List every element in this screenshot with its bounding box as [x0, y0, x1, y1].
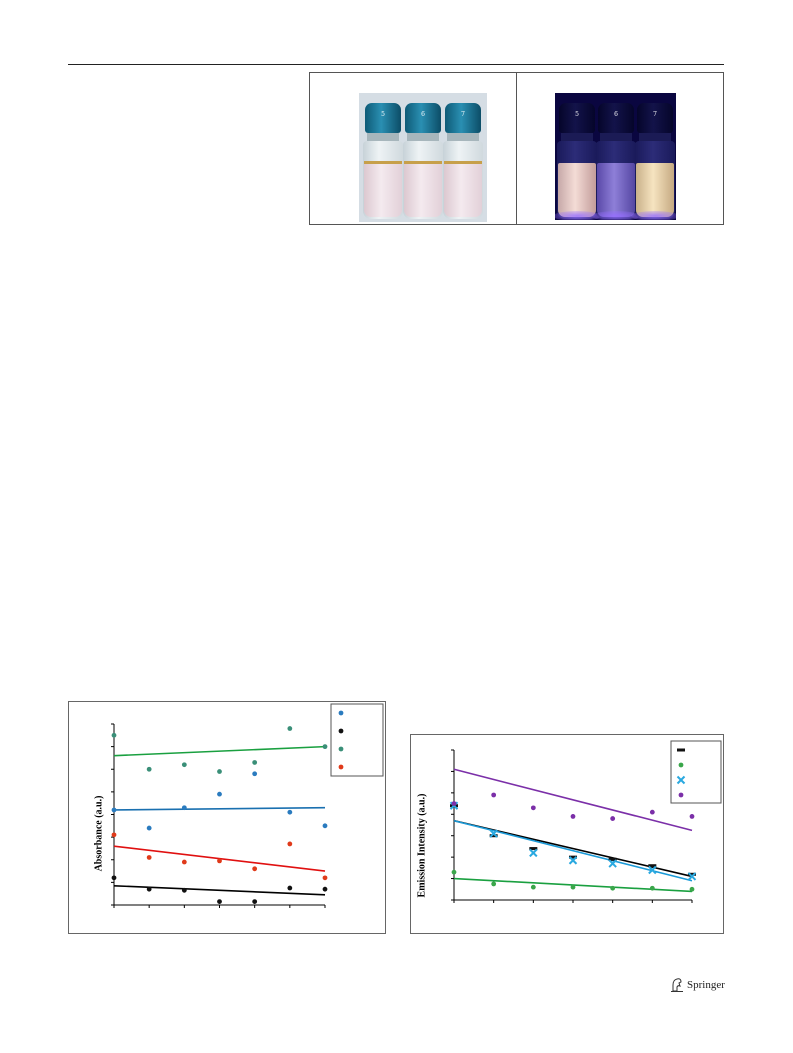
trendline-series-3 — [113, 745, 326, 757]
uv-vials-photo: 5 6 7 — [555, 93, 676, 220]
data-point-series-2 — [146, 886, 152, 892]
vial-5-daylight: 5 — [363, 103, 403, 219]
data-point-series-3 — [181, 762, 187, 768]
data-point-series-1 — [688, 872, 696, 876]
data-point-series-4 — [530, 805, 536, 811]
legend-symbol-series-4 — [678, 792, 684, 798]
vial-label: 5 — [575, 111, 579, 118]
data-point-series-1 — [569, 855, 577, 859]
data-point-series-1 — [648, 864, 657, 868]
vial-6-daylight: 6 — [403, 103, 443, 219]
data-point-series-3 — [489, 829, 498, 838]
data-point-series-4 — [217, 858, 222, 864]
data-point-series-2 — [649, 885, 655, 891]
data-point-series-3 — [111, 732, 117, 738]
emission-y-axis-label: Emission Intensity (a.u.) — [416, 793, 428, 898]
data-point-series-2 — [689, 886, 695, 892]
legend-symbol-series-3 — [676, 775, 686, 785]
data-point-series-3 — [146, 766, 152, 772]
data-point-series-1 — [252, 771, 258, 777]
legend-symbol-series-1 — [338, 710, 344, 716]
legend — [330, 703, 384, 777]
legend-symbol-series-2 — [678, 762, 684, 768]
data-point-series-4 — [451, 801, 457, 806]
vial-label: 6 — [421, 111, 425, 118]
data-point-series-2 — [111, 875, 117, 881]
data-point-series-4 — [689, 814, 695, 819]
absorbance-y-axis-label: Absorbance (a.u.) — [93, 795, 105, 872]
data-point-series-4 — [570, 814, 576, 819]
data-point-series-2 — [287, 885, 293, 891]
data-point-series-3 — [648, 865, 657, 875]
trendline-series-4 — [453, 768, 693, 832]
trendline-series-1 — [113, 806, 326, 811]
data-point-series-4 — [146, 855, 152, 860]
data-point-series-2 — [451, 869, 457, 875]
data-point-series-4 — [649, 809, 655, 815]
emission-plot — [449, 740, 722, 903]
vial-6-uv: 6 — [592, 103, 640, 220]
vial-label: 7 — [653, 111, 657, 118]
vial-label: 6 — [614, 111, 618, 118]
springer-logo: Springer — [670, 975, 725, 995]
data-point-series-1 — [322, 823, 328, 829]
daylight-vials-photo: 5 6 7 — [359, 93, 487, 222]
data-point-series-2 — [530, 884, 536, 890]
data-point-series-2 — [217, 899, 222, 905]
header-rule — [68, 64, 724, 65]
data-point-series-3 — [252, 760, 258, 765]
data-point-series-2 — [610, 885, 616, 891]
data-point-series-3 — [608, 859, 617, 868]
vial-5-uv: 5 — [555, 103, 601, 220]
data-point-series-1 — [111, 807, 117, 813]
vial-label: 7 — [461, 111, 465, 118]
absorbance-plot — [111, 703, 384, 908]
data-point-series-4 — [252, 866, 258, 872]
data-point-series-1 — [217, 791, 222, 797]
data-point-series-4 — [181, 859, 187, 865]
data-point-series-4 — [491, 792, 497, 798]
data-point-series-3 — [217, 769, 222, 774]
emission-chart: Emission Intensity (a.u.) — [410, 734, 724, 934]
legend-symbol-series-3 — [338, 746, 344, 752]
data-point-series-2 — [491, 881, 497, 887]
vial-photo-figure: 5 6 7 5 6 7 — [309, 72, 724, 225]
data-point-series-1 — [181, 805, 187, 811]
publisher-name: Springer — [687, 979, 725, 991]
photo-divider — [516, 73, 517, 224]
data-point-series-1 — [287, 809, 293, 815]
data-point-series-2 — [322, 886, 328, 892]
data-point-series-3 — [322, 744, 328, 750]
data-point-series-4 — [287, 841, 293, 847]
data-point-series-4 — [111, 832, 117, 838]
trendline-series-3 — [453, 819, 693, 882]
data-point-series-4 — [322, 875, 328, 881]
data-point-series-2 — [570, 884, 576, 890]
legend-symbol-series-4 — [338, 764, 344, 770]
legend-symbol-series-1 — [677, 748, 685, 752]
absorbance-chart: Absorbance (a.u.) — [68, 701, 386, 934]
data-point-series-4 — [610, 816, 616, 821]
data-point-series-1 — [608, 857, 617, 861]
data-point-series-3 — [687, 872, 697, 881]
data-point-series-1 — [146, 825, 152, 831]
legend-symbol-series-2 — [338, 728, 344, 734]
data-point-series-2 — [252, 899, 258, 905]
vial-7-daylight: 7 — [443, 103, 483, 219]
data-point-series-1 — [489, 834, 498, 838]
data-point-series-3 — [568, 856, 578, 865]
data-point-series-3 — [529, 848, 538, 858]
data-point-series-2 — [181, 887, 187, 893]
data-point-series-1 — [529, 847, 538, 851]
vial-7-uv: 7 — [631, 103, 676, 220]
trendline-series-2 — [113, 884, 326, 896]
springer-horse-icon — [671, 978, 683, 992]
vial-label: 5 — [381, 111, 385, 118]
data-point-series-3 — [287, 726, 293, 731]
